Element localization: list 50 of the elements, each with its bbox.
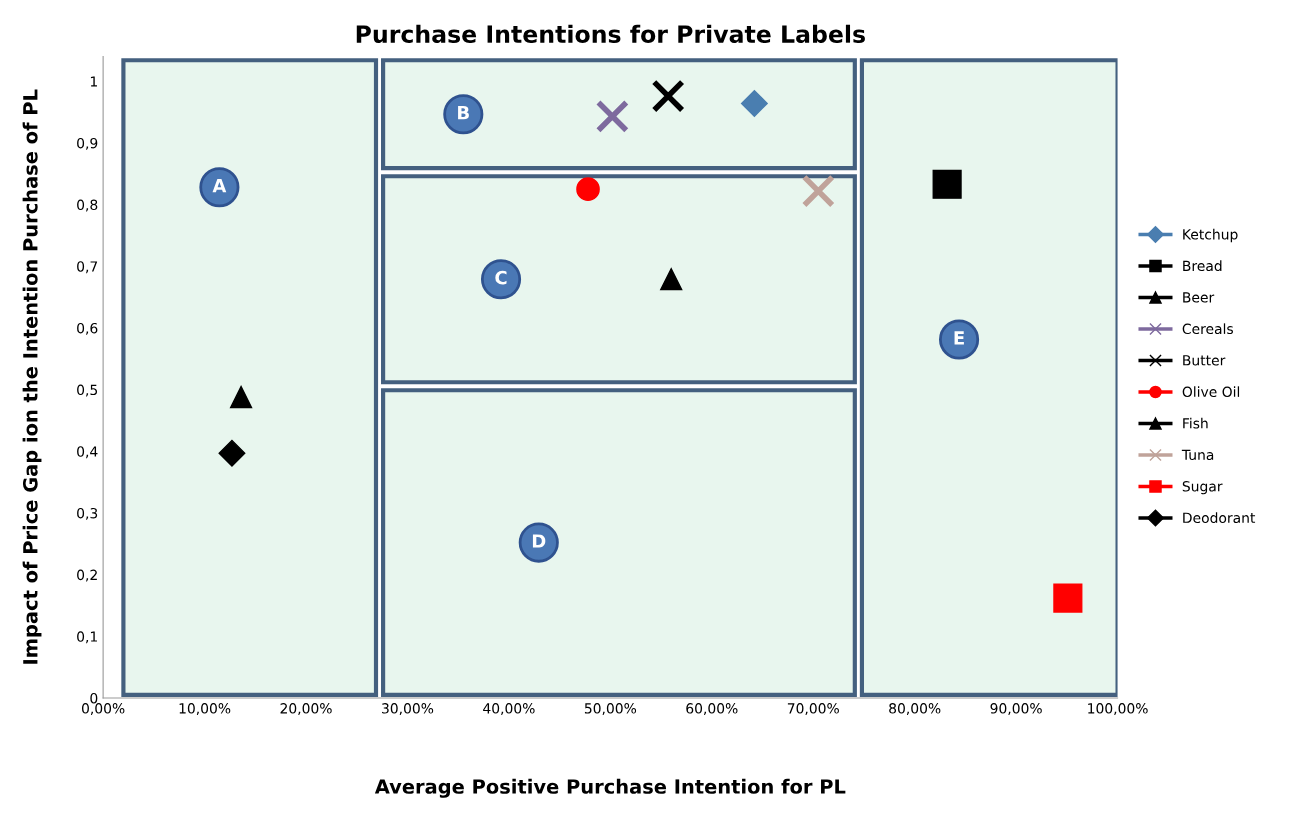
x-tick-label: 0,00% — [81, 703, 125, 716]
legend-label: Olive Oil — [1182, 386, 1240, 398]
y-axis-title: Impact of Price Gap ion the Intention Purchase of PL — [22, 89, 42, 664]
y-tick-label: 0,5 — [77, 384, 98, 397]
point — [218, 439, 246, 467]
band-label: A — [212, 179, 227, 193]
y-tick-label: 0,6 — [77, 322, 98, 335]
y-tick-label: 0,3 — [77, 507, 98, 520]
point — [801, 174, 835, 208]
y-tick-label: 0,2 — [77, 569, 97, 582]
point — [1053, 583, 1083, 613]
legend-label: Fish — [1183, 417, 1208, 429]
x-tick-label: 20,00% — [280, 703, 332, 716]
x-tick-label: 80,00% — [889, 703, 941, 716]
legend-label: Beer — [1183, 292, 1215, 303]
point — [660, 268, 683, 291]
point — [576, 177, 600, 201]
y-tick-label: 0,9 — [77, 137, 98, 150]
y-tick-label: 0,8 — [77, 199, 98, 212]
legend-label: Tuna — [1181, 449, 1214, 461]
x-tick-label: 100,00% — [1088, 703, 1148, 716]
legend-label: Deodorant — [1183, 512, 1256, 524]
x-tick-label: 40,00% — [483, 703, 535, 716]
point — [740, 89, 768, 117]
point — [651, 79, 685, 113]
point — [595, 99, 630, 134]
band-label: B — [458, 106, 469, 120]
legend-label: Butter — [1183, 355, 1226, 366]
band-label: C — [495, 270, 507, 285]
y-tick-label: 0,1 — [77, 631, 97, 644]
x-tick-label: 60,00% — [686, 703, 738, 716]
legend-label: Sugar — [1182, 481, 1223, 495]
x-tick-label: 10,00% — [179, 703, 231, 716]
legend-label: Ketchup — [1183, 228, 1238, 243]
y-tick-label: 0 — [90, 692, 98, 704]
point — [229, 385, 253, 409]
y-tick-label: 0,7 — [77, 261, 98, 274]
legend-label: Cereals — [1182, 323, 1233, 335]
x-tick-label: 70,00% — [787, 703, 839, 716]
y-tick-label: 1 — [90, 76, 97, 87]
x-tick-label: 90,00% — [990, 703, 1042, 716]
band-label: D — [532, 534, 546, 548]
x-axis-title: Average Positive Purchase Intention for PL — [374, 778, 846, 798]
point — [932, 169, 962, 199]
y-tick-label: 0,4 — [77, 446, 98, 459]
x-tick-label: 50,00% — [584, 703, 637, 716]
chart-title: Purchase Intentions for Private Labels — [356, 24, 865, 44]
x-tick-label: 30,00% — [382, 703, 434, 716]
legend-label: Bread — [1183, 260, 1222, 272]
band-label: E — [954, 331, 964, 345]
